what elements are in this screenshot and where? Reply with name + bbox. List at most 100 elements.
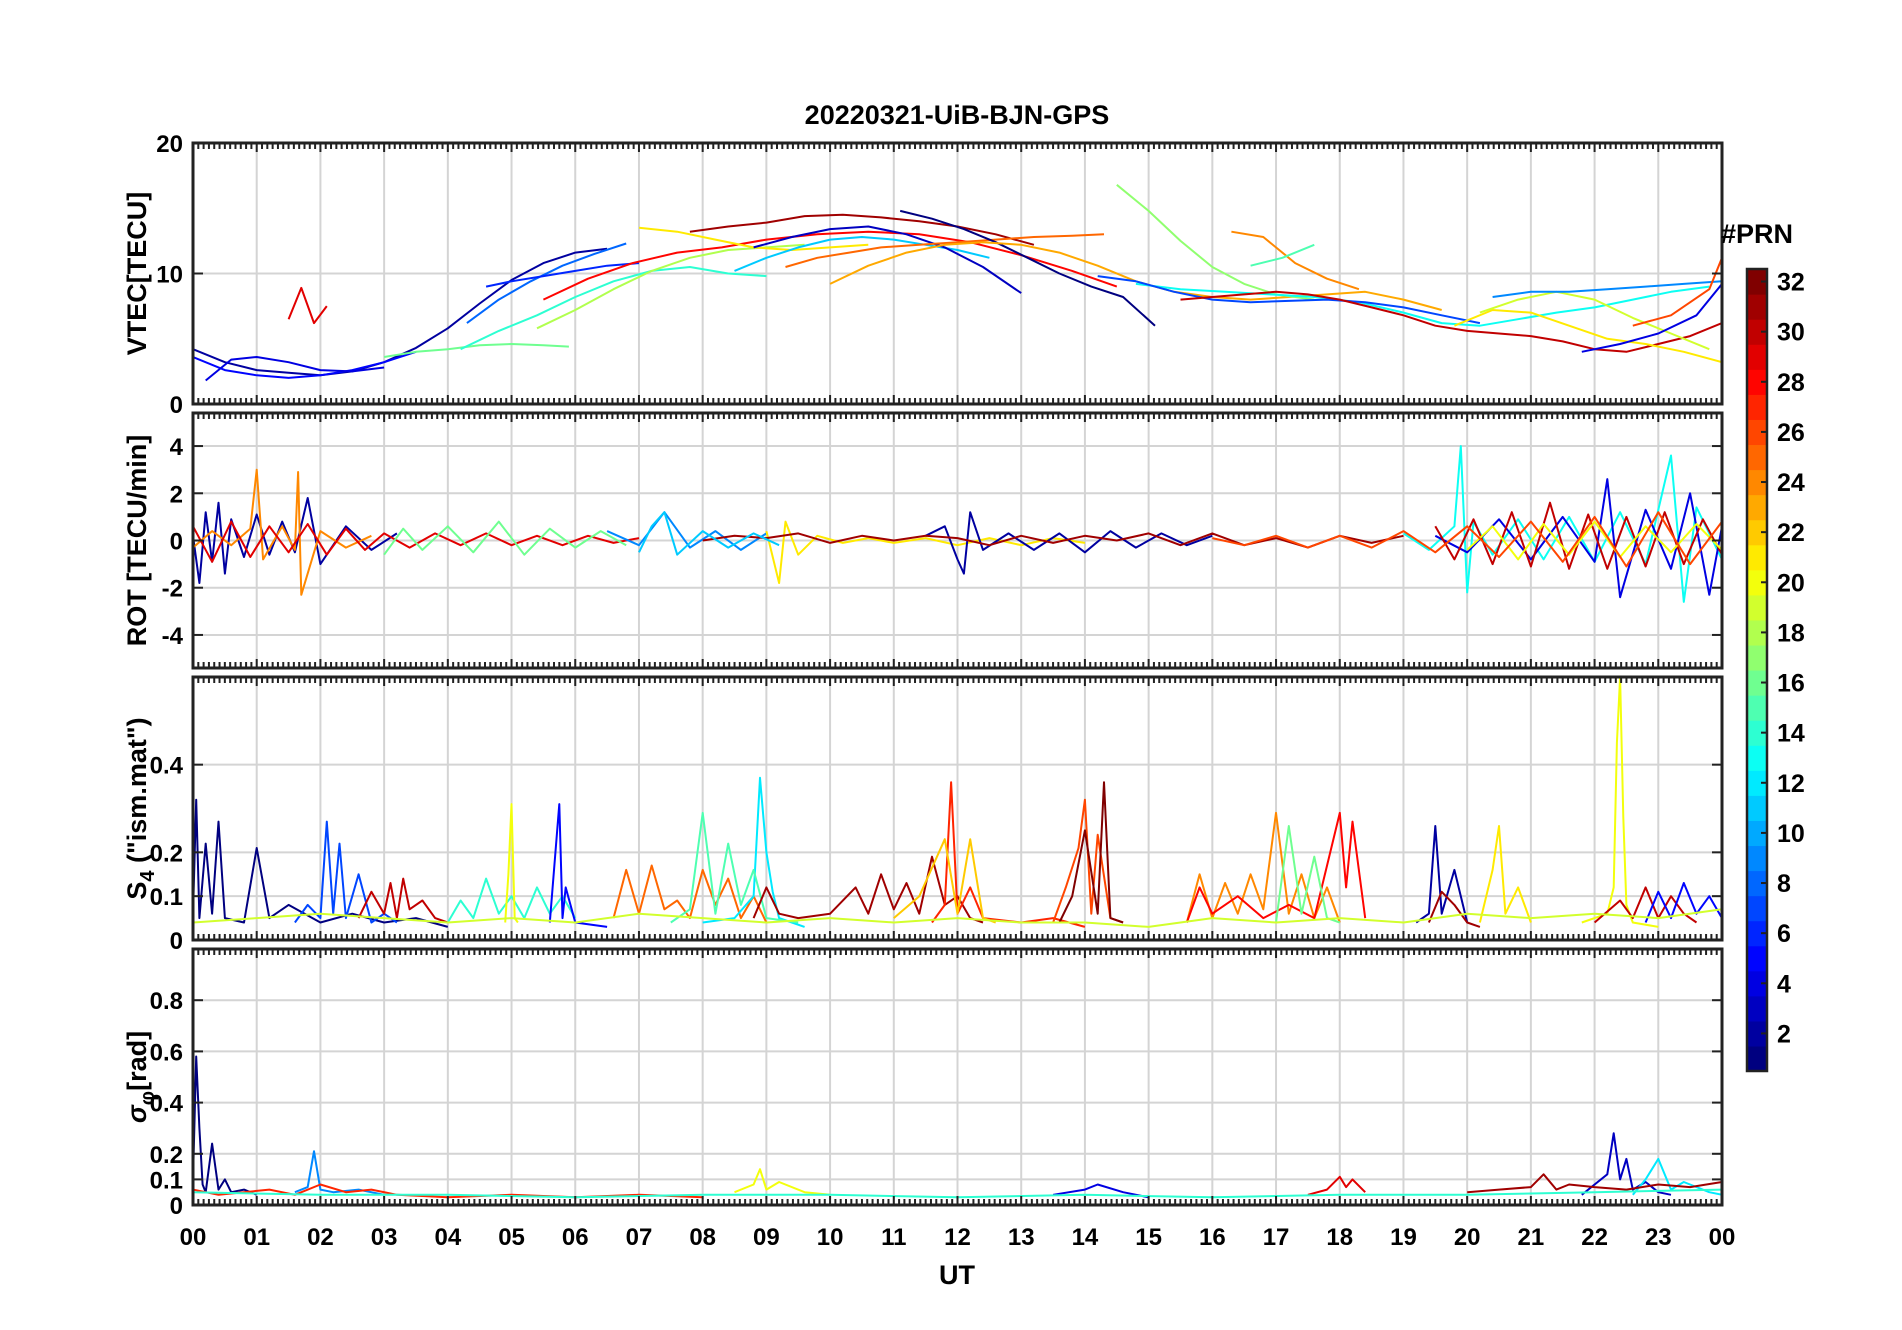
series-line-prn-7 [1097, 275, 1481, 325]
y-tick-label: 0 [170, 392, 183, 419]
panel-2: -4 -2 0 2 4 ROT [TECU/min] [122, 411, 1724, 670]
x-tick-label: 16 [1199, 1224, 1226, 1251]
y-axis-label: ROT [TECU/min] [122, 435, 152, 646]
series-line-prn-23 [829, 241, 1442, 311]
panel-1: 0 10 20 VTEC[TECU] [122, 131, 1724, 419]
panel-frame [191, 947, 1724, 1207]
series-line-prn-24 [193, 468, 372, 596]
x-tick-label: 00 [180, 1224, 207, 1251]
series-line-prn-5 [193, 350, 417, 379]
y-tick-label: 0.2 [150, 1142, 183, 1169]
series-line-prn-29 [193, 520, 640, 563]
series-line-prn-30 [357, 877, 449, 924]
series-line-prn-3 [753, 225, 1022, 294]
series-line-prn-2 [1415, 825, 1469, 924]
colorbar-segment [1747, 594, 1767, 621]
panel-frame [191, 675, 1724, 942]
x-tick-label: 17 [1263, 1224, 1290, 1251]
colorbar-tick-label: 28 [1777, 369, 1805, 397]
series-line-prn-19 [193, 908, 1722, 928]
colorbar-segment [1747, 644, 1767, 671]
series-line-prn-30 [1593, 886, 1698, 924]
series-line-prn-26 [1212, 511, 1722, 568]
series-line-prn-8 [466, 242, 627, 324]
colorbar-segment [1747, 419, 1767, 446]
x-tick-label: 12 [944, 1224, 971, 1251]
series-line-prn-26 [1052, 798, 1124, 924]
x-tick-label: 11 [881, 1224, 906, 1251]
series-line-prn-31 [689, 213, 1035, 246]
x-tick-label: 15 [1135, 1224, 1162, 1251]
series-line-prn-14 [460, 266, 767, 351]
colorbar-tick-label: 14 [1777, 720, 1805, 748]
panel-frame [191, 411, 1724, 670]
series-line-prn-31 [752, 855, 984, 924]
y-tick-label: 0.6 [150, 1039, 183, 1066]
colorbar-segment [1747, 820, 1767, 847]
series-line-prn-27 [931, 781, 1086, 928]
y-tick-label: 0.2 [150, 840, 183, 867]
colorbar-tick-label: 30 [1777, 319, 1805, 347]
x-tick-labels: 00 01 02 03 04 05 06 07 08 09 10 11 12 13 14 15 16 17 18 19… [180, 1224, 1736, 1251]
series-line-prn-6 [485, 262, 640, 288]
series-line-prn-20 [1466, 520, 1722, 561]
colorbar-tick-label: 10 [1777, 820, 1805, 848]
colorbar-segment [1747, 1045, 1767, 1072]
colorbar-segment [1747, 494, 1767, 521]
x-tick-label: 03 [371, 1224, 398, 1251]
x-tick-label: 23 [1645, 1224, 1672, 1251]
series-group [193, 677, 1722, 928]
series-line-prn-16 [383, 343, 569, 358]
y-tick-label: 0.4 [150, 1091, 184, 1118]
series-line-prn-13 [1135, 282, 1710, 327]
colorbar-segment [1747, 344, 1767, 370]
colorbar-segment [1747, 619, 1767, 646]
series-line-prn-5 [1644, 882, 1722, 923]
series-line-prn-7 [294, 820, 398, 924]
series-line-prn-31 [702, 532, 1404, 549]
series-line-prn-16 [1275, 825, 1341, 924]
colorbar-tick-label: 22 [1777, 519, 1805, 547]
series-line-prn-9 [606, 511, 767, 551]
series-line-prn-20 [734, 1168, 831, 1196]
x-tick-label: 13 [1008, 1224, 1035, 1251]
colorbar-segment [1747, 770, 1767, 796]
y-tick-label: 0.1 [150, 1167, 183, 1194]
x-tick-label: 22 [1581, 1224, 1608, 1251]
colorbar-tick-label: 24 [1777, 469, 1805, 497]
colorbar-segment [1747, 695, 1767, 721]
series-line-prn-12 [1632, 1157, 1722, 1196]
colorbar-tick-label: 4 [1777, 970, 1791, 998]
colorbar-segment [1747, 945, 1767, 972]
panel-4: 00.10.2 0.4 0.6 0.8 σφ[rad] [122, 947, 1724, 1220]
colorbar-tick-label: 18 [1777, 619, 1805, 647]
x-tick-label: 20 [1454, 1224, 1481, 1251]
colorbar-segment [1747, 294, 1767, 320]
colorbar-segment [1747, 544, 1767, 571]
colorbar-segment [1747, 845, 1767, 872]
series-line-prn-29 [1307, 1175, 1366, 1196]
series-line-prn-25 [785, 233, 1105, 268]
x-tick-label: 00 [1709, 1224, 1736, 1251]
series-line-prn-31 [1427, 890, 1481, 928]
x-tick-label: 05 [498, 1224, 525, 1251]
x-tick-label: 06 [562, 1224, 589, 1251]
series-group [193, 445, 1722, 603]
x-tick-label: 07 [626, 1224, 653, 1251]
series-line-prn-15 [670, 811, 799, 924]
colorbar-tick-label: 16 [1777, 670, 1805, 698]
chart-title: 20220321-UiB-BJN-GPS [805, 100, 1110, 130]
series-line-prn-32 [1058, 781, 1124, 924]
colorbar-tick-label: 6 [1777, 920, 1791, 948]
series-group [193, 184, 1722, 382]
x-tick-label: 01 [243, 1224, 270, 1251]
y-tick-label: 2 [170, 481, 183, 508]
series-line-prn-4 [1052, 1183, 1149, 1199]
colorbar-segment [1747, 795, 1767, 821]
colorbar-segment [1747, 319, 1767, 345]
x-tick-label: 08 [689, 1224, 716, 1251]
colorbar-tick-label: 26 [1777, 419, 1805, 447]
series-line-prn-18 [536, 243, 805, 330]
